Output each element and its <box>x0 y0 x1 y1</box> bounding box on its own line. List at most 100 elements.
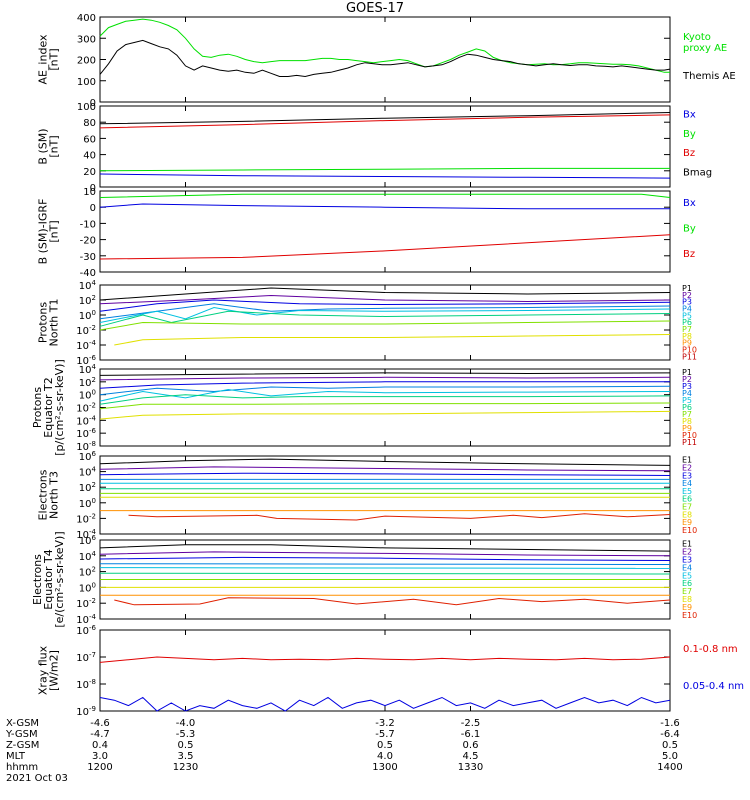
y-tick-label: 100 <box>77 102 96 113</box>
legend-label: Bz <box>683 148 695 159</box>
legend-label: E7 <box>682 502 692 511</box>
x-tick-label: -4.0 <box>176 718 196 729</box>
y-tick-label: -30 <box>80 252 96 263</box>
legend-label: P9 <box>682 424 692 433</box>
series-line-bz <box>99 114 671 129</box>
y-axis-label: B (SM)-IGRF <box>37 199 50 265</box>
series-line-p5 <box>99 388 671 402</box>
y-tick-label: 100 <box>79 309 96 322</box>
legend-label: P3 <box>682 298 692 307</box>
legend-label: E8 <box>682 595 692 604</box>
legend-label: P10 <box>682 345 697 354</box>
series-line-bmag <box>99 112 671 125</box>
y-tick-label: 10-9 <box>76 705 96 718</box>
legend-label: E8 <box>682 510 692 519</box>
series-line-p6 <box>99 310 671 327</box>
y-axis-label: [nT] <box>48 48 61 70</box>
y-tick-label: 100 <box>77 77 96 88</box>
series-line-p3 <box>99 381 670 389</box>
x-tick-label: 3.5 <box>178 751 194 762</box>
legend-label: E2 <box>682 548 692 557</box>
y-tick-label: 10-2 <box>76 512 96 525</box>
legend-label: P8 <box>682 332 692 341</box>
y-tick-label: 102 <box>79 376 96 389</box>
y-tick-label: 106 <box>79 534 97 547</box>
legend-label: E1 <box>682 540 692 549</box>
legend-label: P11 <box>682 352 697 361</box>
series-line-themis-ae <box>99 39 671 78</box>
series-line-p6 <box>99 394 671 405</box>
legend-label: P6 <box>682 318 692 327</box>
x-tick-label: 4.5 <box>463 751 479 762</box>
x-tick-label: 0.5 <box>377 740 393 751</box>
series-line-e10 <box>114 597 671 606</box>
legend-label: P7 <box>682 410 692 419</box>
x-tick-label: 3.0 <box>92 751 108 762</box>
x-axis-row-label: Y-GSM <box>5 729 38 740</box>
y-tick-label: 10-2 <box>76 597 96 610</box>
series-line-bx <box>99 173 671 179</box>
y-tick-label: 300 <box>77 34 96 45</box>
y-tick-label: 10-7 <box>76 651 96 664</box>
x-tick-label: -3.2 <box>375 718 395 729</box>
x-axis-row-label: MLT <box>6 751 26 762</box>
legend-label: E6 <box>682 579 692 588</box>
y-axis-label: Equator T2 <box>42 377 55 437</box>
panel-frame <box>99 629 671 712</box>
y-axis-label: Xray flux <box>37 645 50 695</box>
x-tick-label: -2.5 <box>461 718 481 729</box>
x-axis-row-label: hhmm <box>6 762 38 773</box>
series-line-p1 <box>99 287 671 301</box>
series-line-p3 <box>99 299 671 312</box>
y-axis-label: AE_index <box>37 34 50 85</box>
y-tick-label: 400 <box>77 13 96 24</box>
legend-label: Bx <box>683 110 696 121</box>
y-tick-label: 100 <box>79 497 96 510</box>
series-line-bx <box>99 203 670 210</box>
x-tick-label: 1230 <box>173 762 198 773</box>
legend-label: P7 <box>682 325 692 334</box>
y-axis-label: North T3 <box>48 471 61 519</box>
y-axis-label: [p/(cm²-s-sr-keV)] <box>53 359 66 456</box>
y-tick-label: 10-8 <box>76 678 96 691</box>
y-tick-label: 10 <box>83 187 96 198</box>
y-axis-label: Equator T4 <box>42 549 55 609</box>
y-tick-label: 10-6 <box>76 427 96 440</box>
y-axis-label: [nT] <box>48 220 61 242</box>
y-tick-label: 100 <box>79 389 96 402</box>
legend-label: P4 <box>682 305 692 314</box>
series-line-e10 <box>128 513 671 521</box>
y-axis-label: [nT] <box>48 135 61 157</box>
y-tick-label: 10-4 <box>76 414 96 427</box>
legend-label: P5 <box>682 311 692 320</box>
series-line-p4 <box>99 385 671 396</box>
x-tick-label: 0.6 <box>463 740 479 751</box>
page-title: GOES-17 <box>345 1 404 16</box>
legend-label: E4 <box>682 479 692 488</box>
series-line-bz <box>99 234 671 260</box>
legend-label: E3 <box>682 556 692 565</box>
legend-label: 0.05-0.4 nm <box>683 681 744 692</box>
panel-frame <box>99 16 671 103</box>
x-axis-row-label: Z-GSM <box>6 740 39 751</box>
y-tick-label: -20 <box>80 236 96 247</box>
legend-label: E10 <box>682 526 697 535</box>
y-tick-label: 40 <box>83 151 96 162</box>
y-axis-label: B (SM) <box>37 128 50 164</box>
series-line-p2 <box>99 294 671 305</box>
y-tick-label: 20 <box>83 167 96 178</box>
legend-label: P10 <box>682 431 697 440</box>
legend-label: Themis AE <box>682 71 736 82</box>
panel-frame <box>99 284 671 361</box>
y-tick-label: 104 <box>79 550 97 563</box>
series-line-e5 <box>99 567 671 569</box>
x-tick-label: 1330 <box>458 762 483 773</box>
legend-label: P2 <box>682 375 692 384</box>
y-axis-label: [e/(cm²-s-sr-keV)] <box>53 531 66 627</box>
series-line-e3 <box>99 472 671 476</box>
legend-label: By <box>683 224 696 235</box>
series-line-0-1-0-8-nm <box>99 656 671 663</box>
y-tick-label: 100 <box>79 581 96 594</box>
y-axis-label: Protons <box>31 387 44 428</box>
